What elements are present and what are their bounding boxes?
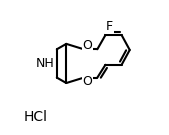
Text: HCl: HCl <box>24 110 48 124</box>
Text: F: F <box>106 21 113 33</box>
Text: O: O <box>82 39 92 52</box>
Text: O: O <box>82 75 92 88</box>
Text: NH: NH <box>36 57 55 70</box>
